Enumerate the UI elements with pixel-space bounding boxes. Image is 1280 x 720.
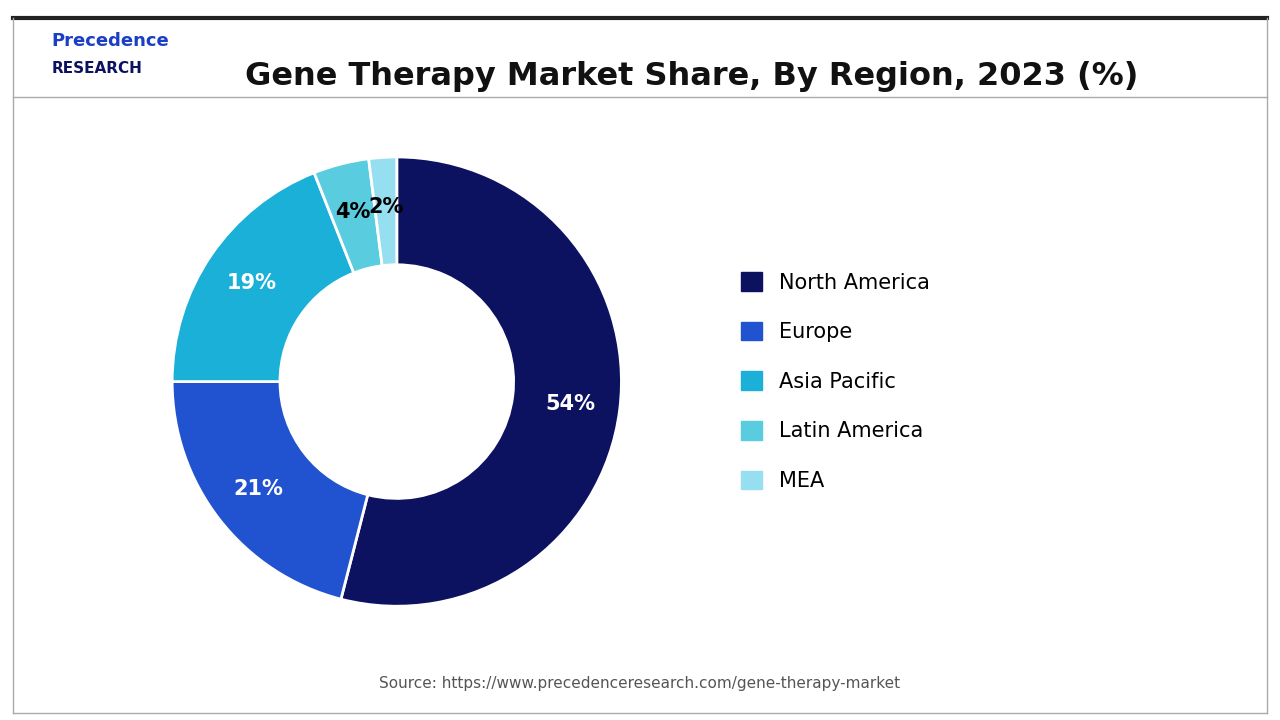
Legend: North America, Europe, Asia Pacific, Latin America, MEA: North America, Europe, Asia Pacific, Lat… — [733, 264, 938, 500]
Wedge shape — [173, 382, 367, 599]
Wedge shape — [369, 157, 397, 266]
Text: Gene Therapy Market Share, By Region, 2023 (%): Gene Therapy Market Share, By Region, 20… — [244, 61, 1138, 92]
Wedge shape — [173, 173, 353, 382]
Text: 4%: 4% — [335, 202, 371, 222]
Wedge shape — [314, 158, 383, 273]
Text: 54%: 54% — [545, 394, 595, 413]
Text: 21%: 21% — [233, 479, 283, 499]
Text: Precedence: Precedence — [51, 32, 169, 50]
Text: Source: https://www.precedenceresearch.com/gene-therapy-market: Source: https://www.precedenceresearch.c… — [379, 676, 901, 691]
Text: 2%: 2% — [369, 197, 403, 217]
Wedge shape — [340, 157, 621, 606]
Text: 19%: 19% — [227, 273, 276, 293]
Text: RESEARCH: RESEARCH — [51, 61, 142, 76]
